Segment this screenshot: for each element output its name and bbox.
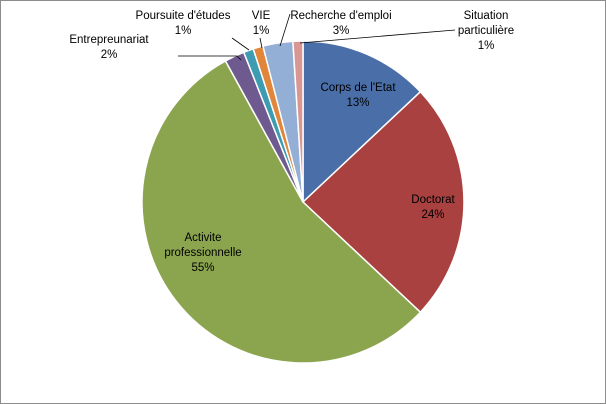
label-poursuite-value: 1% xyxy=(175,25,192,37)
pie-slice-corps-de-l-etat xyxy=(302,40,422,204)
label-entrepreunariat-name: Entrepreunariat xyxy=(69,34,149,46)
pie-slice-situation-particuli-re xyxy=(292,40,304,203)
label-doctorat-name: Doctorat xyxy=(411,194,455,206)
label-poursuite-name: Poursuite d'études xyxy=(136,10,231,22)
label-recherche-value: 3% xyxy=(333,25,350,37)
leader-line-situation xyxy=(299,29,456,44)
pie-slice-doctorat xyxy=(301,90,465,314)
label-doctorat-value: 24% xyxy=(421,209,444,221)
label-corps-value: 13% xyxy=(346,97,369,109)
label-activite-name-2: professionnelle xyxy=(164,247,241,259)
label-activite-value: 55% xyxy=(191,262,214,274)
pie-slice-activite-professionnelle xyxy=(141,59,422,364)
label-recherche-name: Recherche d'emploi xyxy=(290,10,391,22)
label-vie-name: VIE xyxy=(252,10,271,22)
leader-line-vie xyxy=(259,37,263,49)
pie-slices xyxy=(141,40,465,364)
leader-line-recherche xyxy=(279,13,291,47)
label-activite-name-1: Activite xyxy=(184,232,221,244)
leader-line-poursuite xyxy=(231,37,250,51)
label-vie-value: 1% xyxy=(253,25,270,37)
label-situation-name-2: particulière xyxy=(458,25,514,37)
label-situation-value: 1% xyxy=(478,40,495,52)
label-corps-name: Corps de l'Etat xyxy=(320,82,396,94)
leader-line-entrepreunariat xyxy=(178,55,242,61)
label-entrepreunariat-value: 2% xyxy=(101,49,118,61)
label-situation-name-1: Situation xyxy=(464,10,509,22)
